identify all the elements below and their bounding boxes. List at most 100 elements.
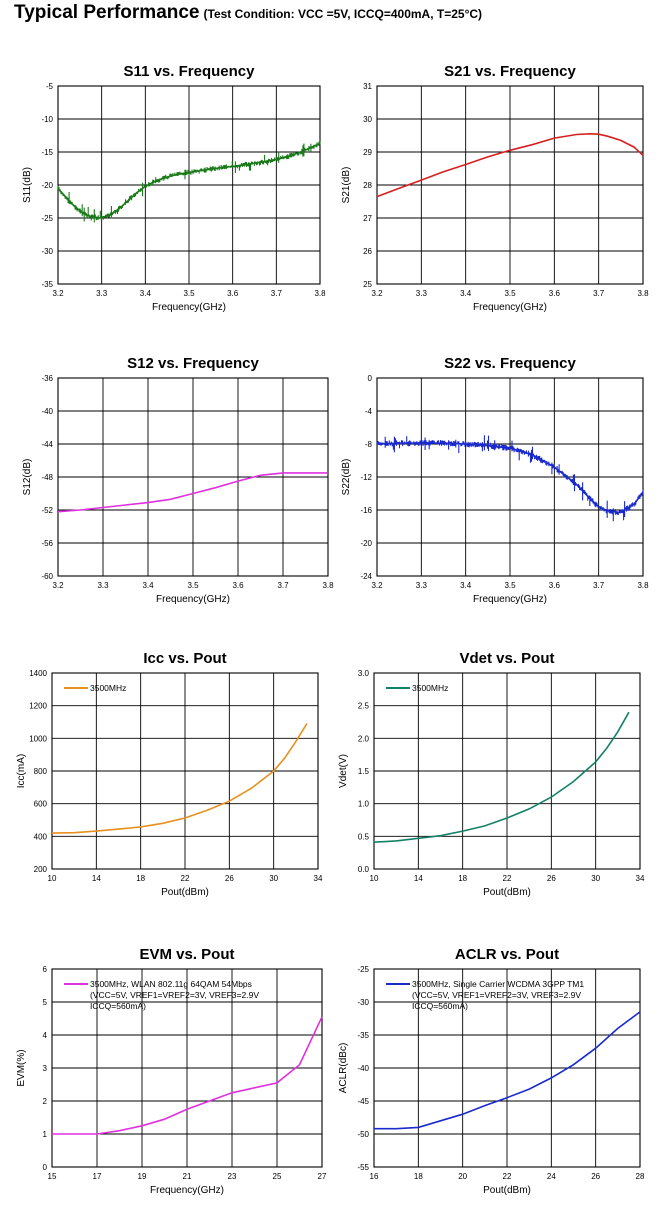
y-tick-label: -30 bbox=[41, 247, 53, 256]
chart-s12: S12 vs. Frequency 3.2 3.3 3.4 3.5 3.6 3.7 3.8 -6… bbox=[22, 355, 334, 605]
chart-icc: Icc vs. Pout 10 14 18 22 26 30 34 200 400 600 800 10… bbox=[16, 650, 323, 898]
plot-frame bbox=[51, 968, 323, 1168]
x-tick-label: 18 bbox=[414, 1172, 423, 1181]
x-tick-label: 3.5 bbox=[504, 289, 516, 298]
chart-title: Icc vs. Pout bbox=[143, 650, 226, 667]
y-tick-label: -30 bbox=[357, 998, 369, 1007]
x-tick-label: 3.2 bbox=[52, 581, 64, 590]
x-tick-label: 22 bbox=[503, 874, 512, 883]
plot-frame bbox=[51, 672, 319, 870]
y-tick-label: 1.5 bbox=[358, 767, 370, 776]
x-axis-label: Frequency(GHz) bbox=[152, 302, 226, 313]
x-tick-label: 3.8 bbox=[322, 581, 334, 590]
y-tick-label: 1000 bbox=[29, 734, 47, 743]
plot-frame bbox=[57, 85, 321, 285]
y-tick-label: 1200 bbox=[29, 702, 47, 711]
x-tick-label: 3.4 bbox=[460, 289, 472, 298]
y-tick-label: -36 bbox=[41, 374, 53, 383]
y-tick-label: -5 bbox=[46, 82, 54, 91]
chart-title: ACLR vs. Pout bbox=[455, 946, 559, 963]
test-condition: (Test Condition: VCC =5V, ICCQ=400mA, T=… bbox=[203, 7, 483, 21]
y-tick-label: 6 bbox=[43, 965, 48, 974]
y-tick-label: 600 bbox=[34, 800, 48, 809]
x-tick-label: 3.6 bbox=[549, 581, 561, 590]
y-tick-label: 1.0 bbox=[358, 800, 370, 809]
x-tick-label: 3.7 bbox=[593, 581, 605, 590]
y-tick-label: -52 bbox=[41, 506, 53, 515]
y-tick-label: 0.0 bbox=[358, 865, 370, 874]
chart-s11: S11 vs. Frequency 3.2 3.3 3.4 3.5 3.6 3.7 3.8 -3… bbox=[22, 63, 326, 313]
legend-label-line: (VCC=5V, VREF1=VREF2=3V, VREF3=2.9V bbox=[412, 990, 581, 1000]
legend-label: 3500MHz bbox=[90, 683, 126, 693]
series-line bbox=[51, 723, 308, 834]
y-tick-label: -35 bbox=[41, 280, 53, 289]
x-tick-label: 34 bbox=[636, 874, 645, 883]
y-tick-label: -60 bbox=[41, 572, 53, 581]
legend-label-line: ICCQ=560mA) bbox=[90, 1001, 146, 1011]
series-line bbox=[376, 132, 644, 198]
y-tick-label: 30 bbox=[363, 115, 372, 124]
x-tick-label: 28 bbox=[636, 1172, 645, 1181]
x-tick-label: 30 bbox=[591, 874, 600, 883]
x-tick-label: 3.5 bbox=[504, 581, 516, 590]
x-tick-label: 14 bbox=[92, 874, 101, 883]
x-tick-label: 17 bbox=[93, 1172, 102, 1181]
x-axis-label: Frequency(GHz) bbox=[473, 594, 547, 605]
y-tick-label: 400 bbox=[34, 832, 48, 841]
x-tick-label: 3.5 bbox=[187, 581, 199, 590]
plot-frame bbox=[373, 672, 641, 870]
legend-label: 3500MHz, WLAN 802.11g 64QAM 54Mbps bbox=[90, 979, 252, 989]
page-title-text: Typical Performance bbox=[14, 2, 200, 23]
x-tick-label: 15 bbox=[48, 1172, 57, 1181]
x-tick-label: 14 bbox=[414, 874, 423, 883]
x-tick-label: 3.4 bbox=[142, 581, 154, 590]
series-line bbox=[373, 711, 630, 843]
y-tick-label: -24 bbox=[360, 572, 372, 581]
y-tick-label: 27 bbox=[363, 214, 372, 223]
x-axis-label: Frequency(GHz) bbox=[150, 1185, 224, 1196]
y-tick-label: 31 bbox=[363, 82, 372, 91]
y-tick-label: 0 bbox=[368, 374, 373, 383]
x-tick-label: 3.6 bbox=[227, 289, 239, 298]
x-tick-label: 10 bbox=[370, 874, 379, 883]
series-noise bbox=[57, 141, 321, 223]
legend-label: 3500MHz bbox=[412, 683, 448, 693]
chart-title: Vdet vs. Pout bbox=[459, 650, 554, 667]
y-tick-label: -25 bbox=[357, 965, 369, 974]
x-tick-label: 26 bbox=[225, 874, 234, 883]
y-tick-label: 1400 bbox=[29, 669, 47, 678]
chart-title: S21 vs. Frequency bbox=[444, 63, 576, 80]
x-tick-label: 16 bbox=[370, 1172, 379, 1181]
legend-label-line: (VCC=5V, VREF1=VREF2=3V, VREF3=2.9V bbox=[90, 990, 259, 1000]
chart-title: S12 vs. Frequency bbox=[127, 355, 259, 372]
x-axis-label: Pout(dBm) bbox=[483, 1185, 531, 1196]
y-axis-label: ACLR(dBc) bbox=[338, 1043, 349, 1094]
chart-vdet: Vdet vs. Pout 10 14 18 22 26 30 34 0.0 0.5 1.0 1.5 2… bbox=[338, 650, 645, 898]
x-tick-label: 3.4 bbox=[140, 289, 152, 298]
plot-frame bbox=[376, 377, 644, 577]
chart-aclr: ACLR vs. Pout 16 18 20 22 24 26 28 -55 -50 -45 -40 -… bbox=[338, 946, 645, 1196]
y-tick-label: -8 bbox=[365, 440, 373, 449]
y-tick-label: -40 bbox=[357, 1064, 369, 1073]
y-tick-label: 3.0 bbox=[358, 669, 370, 678]
x-tick-label: 18 bbox=[458, 874, 467, 883]
x-tick-label: 3.3 bbox=[416, 289, 428, 298]
y-tick-label: 29 bbox=[363, 148, 372, 157]
y-tick-label: 0.5 bbox=[358, 832, 370, 841]
x-tick-label: 23 bbox=[228, 1172, 237, 1181]
y-tick-label: -12 bbox=[360, 473, 372, 482]
y-tick-label: 26 bbox=[363, 247, 372, 256]
plot-frame bbox=[373, 968, 641, 1168]
chart-title: EVM vs. Pout bbox=[139, 946, 234, 963]
series-line bbox=[52, 1016, 323, 1135]
x-tick-label: 3.8 bbox=[637, 581, 649, 590]
x-tick-label: 34 bbox=[314, 874, 323, 883]
x-axis-label: Frequency(GHz) bbox=[473, 302, 547, 313]
x-tick-label: 3.3 bbox=[96, 289, 108, 298]
y-tick-label: 2.5 bbox=[358, 702, 370, 711]
x-tick-label: 26 bbox=[547, 874, 556, 883]
y-tick-label: 4 bbox=[43, 1031, 48, 1040]
y-tick-label: 5 bbox=[43, 998, 48, 1007]
y-tick-label: 2 bbox=[43, 1097, 48, 1106]
x-tick-label: 18 bbox=[136, 874, 145, 883]
